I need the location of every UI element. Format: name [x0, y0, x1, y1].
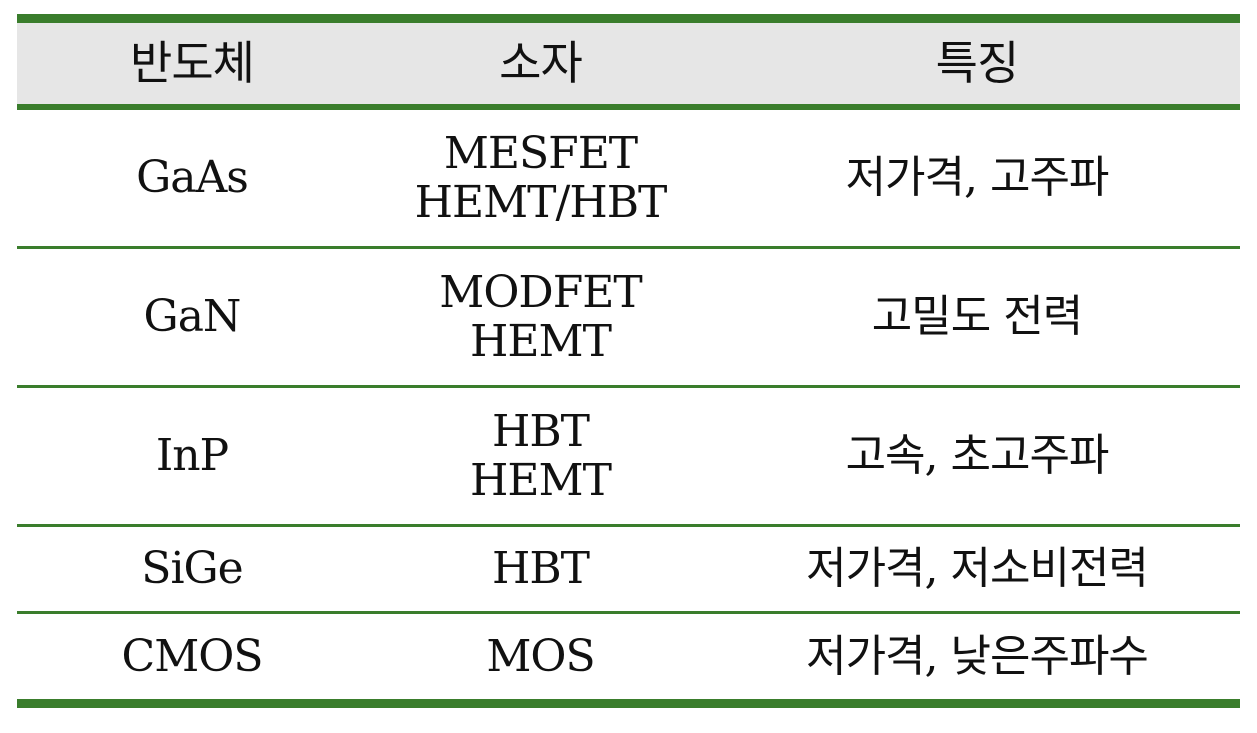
- table-row: GaAs MESFET HEMT/HBT 저가격, 고주파: [17, 110, 1240, 246]
- semiconductor-cell: CMOS: [121, 630, 264, 682]
- table-row: CMOS MOS 저가격, 낮은주파수: [17, 614, 1240, 699]
- header-rule: [17, 104, 1240, 110]
- row-rule: [17, 524, 1240, 527]
- device-cell: MODFET HEMT: [367, 266, 714, 367]
- table-bottom-rule: [17, 699, 1240, 708]
- device-line: HBT: [491, 405, 590, 457]
- device-cell: HBT: [491, 543, 590, 595]
- table-row: SiGe HBT 저가격, 저소비전력: [17, 527, 1240, 611]
- semiconductor-cell: SiGe: [141, 543, 243, 595]
- feature-cell: 저가격, 저소비전력: [806, 543, 1149, 595]
- table-header-row: 반도체 소자 특징: [17, 23, 1240, 104]
- device-cell: HBT HEMT: [367, 405, 714, 506]
- device-line: MODFET: [439, 266, 642, 318]
- device-line: HEMT: [470, 455, 612, 506]
- row-rule: [17, 611, 1240, 614]
- feature-cell: 저가격, 고주파: [845, 152, 1110, 204]
- header-device: 소자: [499, 35, 583, 90]
- device-cell: MESFET HEMT/HBT: [367, 127, 714, 228]
- table-top-rule: [17, 14, 1240, 23]
- device-line: HEMT/HBT: [414, 177, 668, 228]
- device-line: MESFET: [443, 127, 638, 179]
- feature-cell: 고밀도 전력: [871, 291, 1083, 343]
- semiconductor-cell: GaAs: [136, 152, 249, 204]
- feature-cell: 저가격, 낮은주파수: [806, 630, 1149, 682]
- table-row: InP HBT HEMT 고속, 초고주파: [17, 388, 1240, 524]
- row-rule: [17, 246, 1240, 249]
- table-row: GaN MODFET HEMT 고밀도 전력: [17, 249, 1240, 385]
- semiconductor-cell: GaN: [143, 291, 242, 343]
- header-feature: 특징: [935, 35, 1020, 90]
- semiconductor-table: 반도체 소자 특징 GaAs MESFET HEMT/HBT 저가격, 고주파 …: [17, 14, 1240, 708]
- row-rule: [17, 385, 1240, 388]
- feature-cell: 고속, 초고주파: [845, 430, 1110, 482]
- device-line: HEMT: [470, 316, 612, 367]
- header-semiconductor: 반도체: [130, 35, 255, 90]
- semiconductor-cell: InP: [155, 430, 229, 482]
- device-cell: MOS: [486, 630, 595, 682]
